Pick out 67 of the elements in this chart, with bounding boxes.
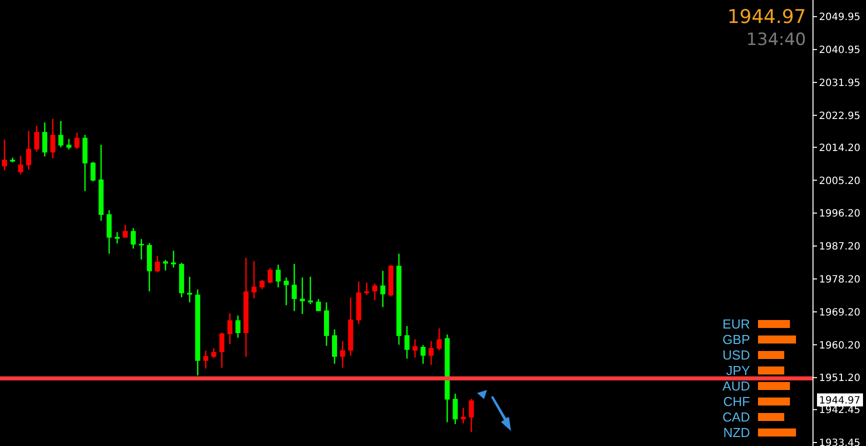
candlestick	[452, 393, 458, 425]
candlestick	[252, 260, 257, 299]
y-tick-label: 1951.20	[819, 373, 860, 384]
candlestick	[90, 161, 96, 182]
candlestick	[26, 130, 32, 170]
candlestick	[34, 125, 40, 152]
candlestick	[276, 264, 281, 288]
candlestick	[18, 155, 24, 176]
y-tick-label: 2040.95	[819, 45, 860, 56]
y-tick-label: 1942.45	[819, 405, 860, 416]
y-tick-label: 2031.95	[819, 78, 860, 89]
candlestick	[404, 325, 410, 360]
candlestick	[284, 276, 289, 306]
y-tick-label: 1996.20	[819, 208, 860, 220]
candlestick	[412, 338, 418, 358]
y-tick-label: 2049.95	[819, 12, 860, 24]
candlestick	[122, 224, 128, 238]
y-tick-label: CAD	[722, 409, 750, 424]
y-tick-label: 2005.20	[819, 176, 860, 187]
candlestick	[138, 238, 144, 260]
candlestick	[308, 276, 313, 305]
candlestick	[436, 328, 442, 351]
candlestick	[340, 340, 346, 368]
annotation: 134:40	[746, 29, 806, 51]
candlestick	[468, 398, 474, 433]
y-tick-label: 1978.20	[819, 274, 860, 286]
y-tick-label: 1987.20	[819, 242, 860, 253]
y-tick-label: GBP	[722, 332, 750, 347]
candlestick	[58, 120, 64, 148]
candlestick	[227, 312, 232, 345]
candlestick	[420, 344, 426, 364]
y-tick-label: 2014.20	[819, 142, 860, 154]
y-tick-label: 1969.20	[819, 307, 860, 318]
candlestick	[2, 139, 7, 172]
candlestick	[130, 227, 136, 250]
candlestick	[106, 210, 112, 254]
candlestick	[42, 122, 48, 158]
candlestick	[428, 340, 434, 366]
candlestick	[50, 118, 56, 159]
candlestick	[203, 350, 208, 370]
candlestick	[235, 314, 240, 338]
candlestick	[300, 276, 305, 315]
candlestick	[332, 328, 338, 364]
candlestick	[380, 270, 386, 308]
y-tick-label: JPY	[726, 362, 750, 378]
y-tick-label: AUD	[722, 378, 750, 394]
y-tick-label: 1933.45	[819, 438, 860, 446]
candlestick	[219, 332, 224, 368]
y-tick-label: NZD	[723, 424, 750, 440]
candlestick	[162, 259, 168, 272]
y-tick-label: 2022.95	[819, 110, 860, 122]
y-tick-label: CHF	[723, 394, 750, 409]
candlestick	[74, 132, 80, 150]
y-tick-label: 1960.20	[819, 340, 860, 352]
candlestick	[292, 263, 297, 312]
candlestick	[154, 255, 160, 273]
candlestick	[268, 267, 273, 284]
candlestick	[372, 283, 378, 301]
candlestick	[316, 298, 321, 312]
y-tick-label: EUR	[722, 316, 750, 332]
candlestick	[171, 250, 176, 268]
y-tick-label: USD	[722, 347, 750, 362]
candlestick	[260, 279, 265, 290]
candlestick	[460, 407, 466, 424]
candlestick	[211, 348, 216, 359]
annotation: 1944.97	[727, 6, 806, 28]
text: 1944.97	[819, 395, 860, 406]
